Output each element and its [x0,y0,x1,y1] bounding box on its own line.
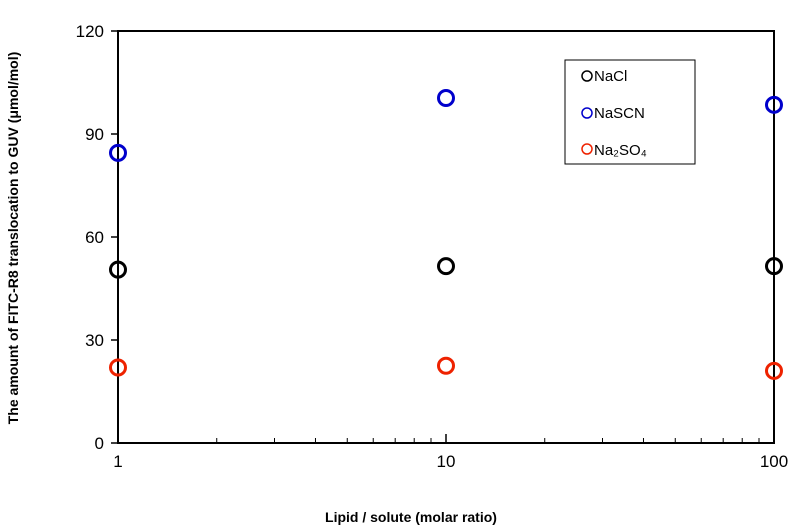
y-tick-label: 60 [85,228,104,247]
y-axis-title: The amount of FITC-R8 translocation to G… [5,52,21,425]
x-axis: 1 10 100 [113,434,788,471]
legend-label-nascn: NaSCN [594,105,645,122]
x-tick-label: 100 [760,452,788,471]
data-point-series-1 [109,143,127,162]
y-tick-label: 30 [85,331,104,350]
y-tick-label: 120 [76,22,104,41]
data-point-series-0 [765,257,783,276]
data-point-series-0 [109,260,127,279]
x-axis-title: Lipid / solute (molar ratio) [325,509,497,525]
y-tick-label: 0 [95,434,104,453]
x-tick-label: 10 [437,452,456,471]
data-point-series-0 [437,257,455,276]
legend-marker-nascn [581,107,593,119]
data-point-series-2 [437,356,455,375]
data-point-series-2 [109,358,127,377]
data-points [109,88,783,380]
legend: NaCl NaSCN Na₂SO₄ [564,59,696,165]
legend-marker-nacl [581,70,593,82]
data-point-series-1 [437,88,455,107]
data-point-series-2 [765,361,783,380]
data-point-series-1 [765,95,783,114]
y-axis: 0 30 60 90 120 [76,22,118,453]
legend-marker-na2so4 [581,143,593,155]
x-tick-label: 1 [113,452,122,471]
legend-box [564,59,696,165]
legend-label-nacl: NaCl [594,68,627,85]
y-tick-label: 90 [85,125,104,144]
legend-label-na2so4: Na₂SO₄ [594,142,647,159]
